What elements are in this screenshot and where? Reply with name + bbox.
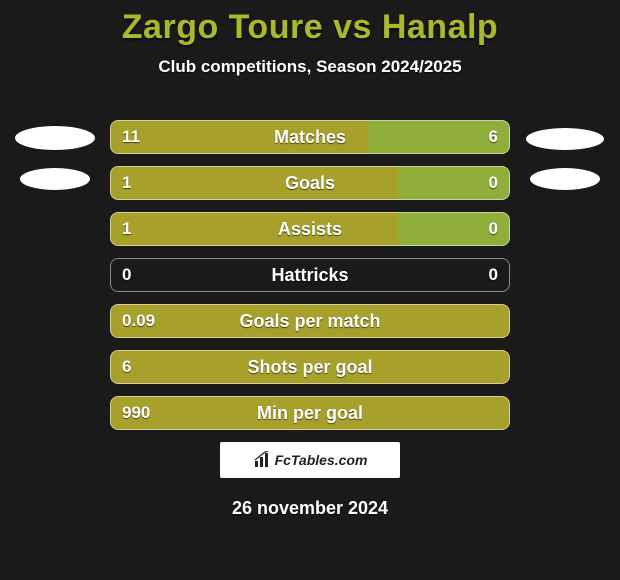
chart-icon (253, 451, 271, 469)
footer-site: FcTables.com (275, 452, 368, 468)
stat-label: Hattricks (110, 258, 510, 292)
footer-attribution: FcTables.com (220, 442, 400, 478)
stat-label: Goals (110, 166, 510, 200)
stat-row: 10Assists (110, 212, 510, 246)
stat-row: 00Hattricks (110, 258, 510, 292)
stat-label: Assists (110, 212, 510, 246)
stat-label: Shots per goal (110, 350, 510, 384)
stat-row: 116Matches (110, 120, 510, 154)
subtitle: Club competitions, Season 2024/2025 (0, 57, 620, 77)
player1-name: Zargo Toure (122, 8, 323, 46)
team-logo-left (15, 120, 95, 200)
stat-row: 990Min per goal (110, 396, 510, 430)
stats-bars: 116Matches 10Goals 10Assists 00Hattricks 0.0… (110, 120, 510, 442)
player2-name: Hanalp (382, 8, 498, 46)
stat-row: 6Shots per goal (110, 350, 510, 384)
vs-text: vs (333, 8, 372, 46)
comparison-title: Zargo Toure vs Hanalp (0, 0, 620, 47)
stat-row: 0.09Goals per match (110, 304, 510, 338)
ellipse-icon (20, 168, 90, 190)
team-logo-right (525, 120, 605, 200)
stat-label: Min per goal (110, 396, 510, 430)
stat-label: Matches (110, 120, 510, 154)
stat-row: 10Goals (110, 166, 510, 200)
ellipse-icon (15, 126, 95, 150)
footer-date: 26 november 2024 (0, 498, 620, 519)
ellipse-icon (526, 128, 604, 150)
ellipse-icon (530, 168, 600, 190)
stat-label: Goals per match (110, 304, 510, 338)
